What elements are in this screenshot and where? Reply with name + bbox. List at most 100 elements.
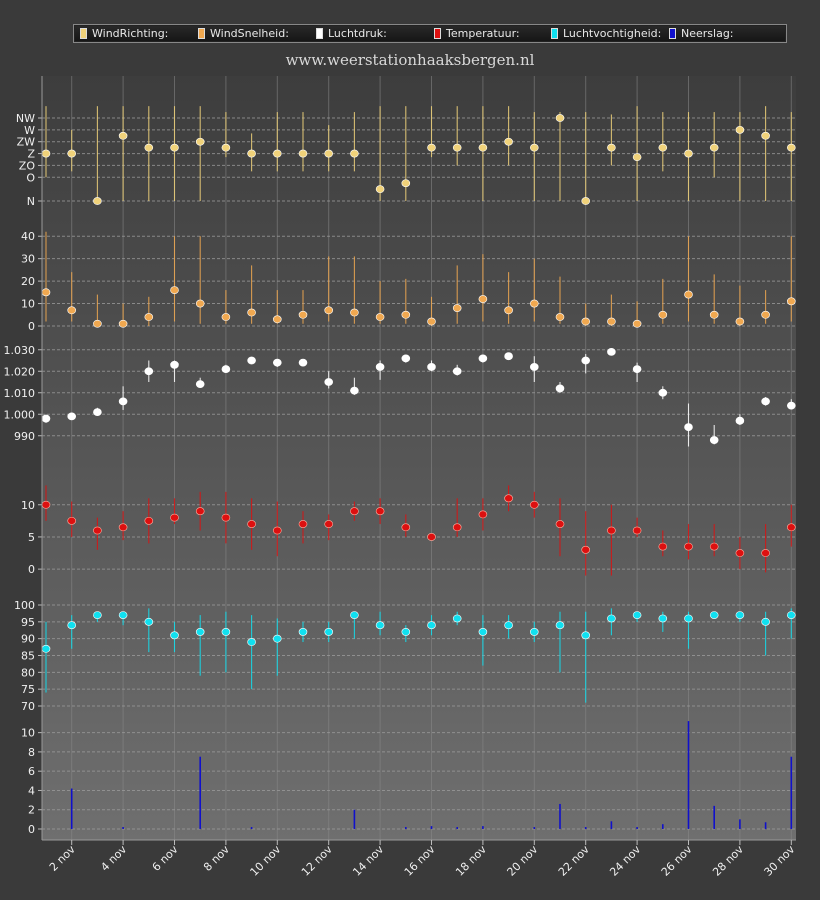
data-point — [709, 611, 719, 619]
data-point — [427, 143, 436, 152]
data-point — [298, 520, 308, 528]
x-tick-label: 4 nov — [98, 843, 129, 874]
y-tick-label: 0 — [28, 563, 35, 576]
data-point — [375, 363, 385, 371]
y-tick-label: 90 — [21, 633, 35, 646]
data-point — [607, 317, 616, 326]
x-tick-label: 30 nov — [762, 843, 798, 879]
x-tick-label: 2 nov — [47, 843, 78, 874]
y-tick-label: ZO — [19, 159, 36, 172]
data-point — [221, 628, 231, 636]
data-point — [427, 363, 436, 371]
y-tick-label: 1.030 — [4, 344, 36, 357]
data-point — [658, 310, 668, 319]
x-tick-label: 24 nov — [607, 843, 643, 879]
legend-bar: WindRichting: WindSnelheid: Luchtdruk: T… — [73, 24, 787, 43]
legend-label-neerslag: Neerslag: — [681, 27, 734, 40]
data-point — [452, 304, 462, 312]
data-point — [427, 621, 436, 630]
legend-item-temperatuur: Temperatuur: — [434, 26, 520, 41]
y-tick-label: 5 — [28, 531, 35, 544]
data-point — [247, 149, 256, 158]
data-point — [555, 384, 565, 393]
data-point — [118, 611, 128, 619]
data-point — [41, 288, 51, 297]
data-point — [324, 306, 334, 315]
data-point — [761, 549, 770, 557]
y-tick-label: 10 — [21, 727, 35, 740]
data-point — [504, 306, 513, 315]
y-tick-label: 40 — [21, 230, 35, 243]
data-point — [786, 401, 796, 410]
legend-item-windrichting: WindRichting: — [80, 26, 168, 41]
data-point — [67, 412, 76, 421]
data-point — [170, 143, 179, 152]
x-tick-label: 12 nov — [299, 843, 335, 879]
legend-swatch-luchtdruk — [316, 28, 323, 39]
y-tick-label: 6 — [28, 765, 35, 778]
data-point — [350, 507, 359, 516]
data-point — [350, 611, 359, 619]
x-tick-label: 22 nov — [556, 843, 592, 879]
data-point — [529, 500, 539, 509]
data-point — [67, 306, 76, 315]
data-point — [170, 286, 179, 294]
x-tick-label: 14 nov — [350, 843, 386, 879]
data-point — [478, 628, 488, 636]
data-point — [247, 638, 256, 646]
legend-item-neerslag: Neerslag: — [669, 26, 734, 41]
data-point — [118, 131, 128, 140]
legend-label-windrichting: WindRichting: — [92, 27, 169, 40]
data-point — [67, 621, 76, 630]
data-point — [41, 644, 51, 653]
y-tick-label: 75 — [21, 683, 35, 696]
data-point — [632, 153, 642, 162]
data-point — [581, 356, 591, 365]
data-point — [581, 631, 591, 640]
data-point — [735, 125, 745, 134]
data-point — [375, 507, 385, 516]
data-point — [427, 317, 436, 326]
data-point — [221, 365, 231, 373]
data-point — [504, 621, 513, 630]
y-tick-label: 4 — [28, 784, 35, 797]
legend-item-windsnelheid: WindSnelheid: — [198, 26, 289, 41]
data-point — [272, 315, 282, 324]
data-point — [555, 520, 565, 528]
data-point — [221, 143, 231, 152]
y-tick-label: 10 — [21, 499, 35, 512]
y-tick-label: 20 — [21, 275, 35, 288]
data-point — [41, 500, 51, 509]
data-point — [298, 628, 308, 636]
data-point — [247, 520, 256, 528]
data-point — [529, 628, 539, 636]
x-tick-label: 26 nov — [659, 843, 695, 879]
data-point — [581, 545, 591, 554]
y-tick-label: 95 — [21, 616, 35, 629]
data-point — [375, 313, 385, 321]
y-tick-label: 1.020 — [4, 365, 36, 378]
legend-label-windsnelheid: WindSnelheid: — [210, 27, 289, 40]
data-point — [555, 621, 565, 630]
y-tick-label: Z — [27, 148, 35, 161]
x-tick-label: 10 nov — [248, 843, 284, 879]
y-tick-label: 1.000 — [4, 408, 36, 421]
y-tick-label: 70 — [21, 700, 35, 713]
data-point — [118, 319, 128, 328]
data-point — [735, 611, 745, 619]
y-tick-label: 990 — [14, 430, 35, 443]
data-point — [478, 510, 488, 519]
data-point — [41, 414, 51, 423]
data-point — [761, 617, 770, 626]
data-point — [401, 628, 411, 636]
data-point — [93, 319, 102, 328]
data-point — [195, 137, 205, 146]
data-point — [324, 378, 334, 386]
y-tick-label: 100 — [14, 599, 35, 612]
data-point — [298, 149, 308, 158]
x-tick-label: 18 nov — [453, 843, 489, 879]
data-point — [350, 149, 359, 158]
data-point — [735, 416, 745, 425]
plot-area — [42, 76, 796, 840]
data-point — [144, 143, 154, 152]
